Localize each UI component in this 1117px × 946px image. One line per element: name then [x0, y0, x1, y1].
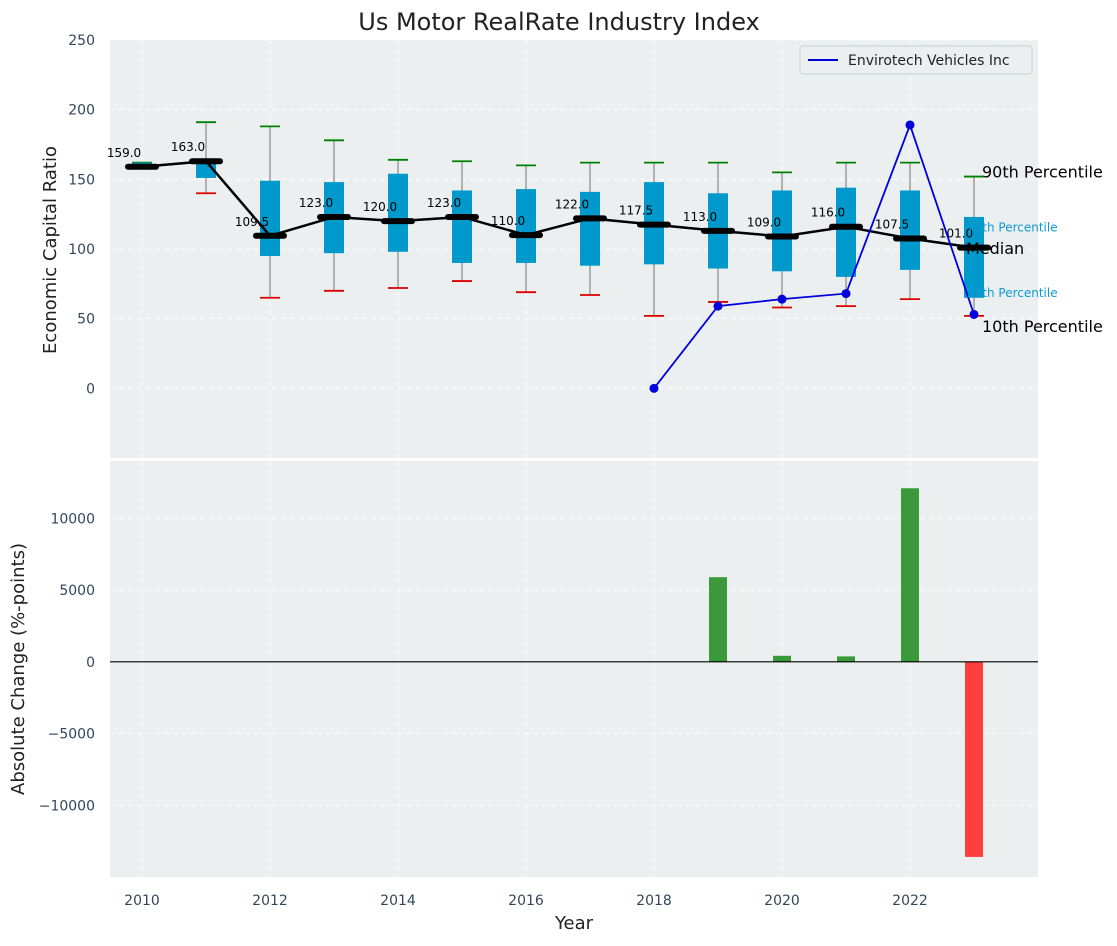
x-tick: 2010 — [124, 893, 160, 909]
x-tick: 2022 — [892, 893, 928, 909]
top-y-tick: 150 — [68, 172, 95, 188]
top-y-tick: 100 — [68, 242, 95, 258]
median-value-label: 107.5 — [875, 218, 909, 232]
top-y-tick-labels: 0 50 100 150 200 250 — [68, 33, 95, 397]
boxes — [132, 161, 984, 298]
bottom-y-tick: −5000 — [48, 727, 95, 743]
percentile-label: 90th Percentile — [982, 162, 1103, 181]
top-y-tick: 200 — [68, 103, 95, 119]
iqr-box — [452, 190, 472, 263]
median-value-label: 116.0 — [811, 206, 845, 220]
median-line — [125, 158, 991, 251]
change-bar — [837, 656, 855, 662]
bottom-y-tick: −10000 — [39, 798, 95, 814]
median-value-label: 109.0 — [747, 215, 781, 229]
iqr-box — [836, 187, 856, 277]
legend-box — [799, 45, 1033, 75]
iqr-box — [900, 190, 920, 270]
percentile-label: Median — [966, 239, 1024, 258]
change-bar — [901, 488, 919, 662]
top-y-tick: 50 — [77, 312, 95, 328]
series-line — [649, 120, 979, 393]
series-point — [649, 383, 659, 393]
bottom-plot-area — [110, 461, 1038, 877]
median-value-label: 110.0 — [491, 214, 525, 228]
x-axis-label: Year — [554, 913, 594, 934]
median-value-label: 109.5 — [235, 215, 269, 229]
series-point — [905, 120, 915, 130]
change-bar — [773, 655, 791, 662]
iqr-box — [388, 173, 408, 252]
median-value-label: 117.5 — [619, 204, 653, 218]
bottom-y-axis-label: Absolute Change (%-points) — [8, 543, 29, 795]
median-value-label: 123.0 — [299, 196, 333, 210]
legend: Envirotech Vehicles Inc — [799, 45, 1033, 75]
x-tick-labels: 2010 2012 2014 2016 2018 2020 2022 — [124, 893, 928, 909]
median-value-label: 123.0 — [427, 196, 461, 210]
bottom-y-tick: 5000 — [59, 583, 95, 599]
percentile-labels: 90th Percentile 75th Percentile Median 25th… — [966, 162, 1103, 336]
change-bar — [965, 661, 983, 857]
x-tick: 2014 — [380, 893, 416, 909]
iqr-box — [964, 216, 984, 298]
x-tick: 2012 — [252, 893, 288, 909]
bottom-y-tick-labels: −10000 −5000 0 5000 10000 — [39, 511, 95, 814]
bottom-gridlines — [110, 461, 1038, 877]
bottom-y-tick: 0 — [86, 655, 95, 671]
median-value-label: 120.0 — [363, 200, 397, 214]
series-polyline — [653, 122, 975, 389]
bottom-y-tick: 10000 — [50, 511, 95, 527]
top-y-tick: 250 — [68, 33, 95, 49]
x-tick: 2016 — [508, 893, 544, 909]
x-tick: 2018 — [636, 893, 672, 909]
bars — [709, 488, 983, 857]
median-value-label: 122.0 — [555, 197, 589, 211]
percentile-label: 10th Percentile — [982, 317, 1103, 336]
median-value-label: 159.0 — [107, 146, 141, 160]
x-tick: 2020 — [764, 893, 800, 909]
series-point — [969, 309, 979, 319]
chart-title: Us Motor RealRate Industry Index — [358, 8, 760, 36]
median-value-label: 163.0 — [171, 140, 205, 154]
change-bar — [709, 577, 727, 662]
series-point — [777, 294, 787, 304]
top-y-axis-label: Economic Capital Ratio — [40, 146, 61, 354]
series-point — [841, 289, 851, 299]
percentile-label: 75th Percentile — [967, 221, 1058, 235]
percentile-label: 25th Percentile — [967, 286, 1058, 300]
legend-label: Envirotech Vehicles Inc — [848, 53, 1010, 69]
median-value-label: 113.0 — [683, 210, 717, 224]
top-y-tick: 0 — [86, 381, 95, 397]
series-point — [713, 301, 723, 311]
iqr-box — [580, 191, 600, 266]
median-labels: 159.0 163.0 109.5 123.0 120.0 123.0 110.0 122.0… — [107, 140, 973, 240]
iqr-box — [516, 189, 536, 263]
iqr-box — [772, 190, 792, 272]
